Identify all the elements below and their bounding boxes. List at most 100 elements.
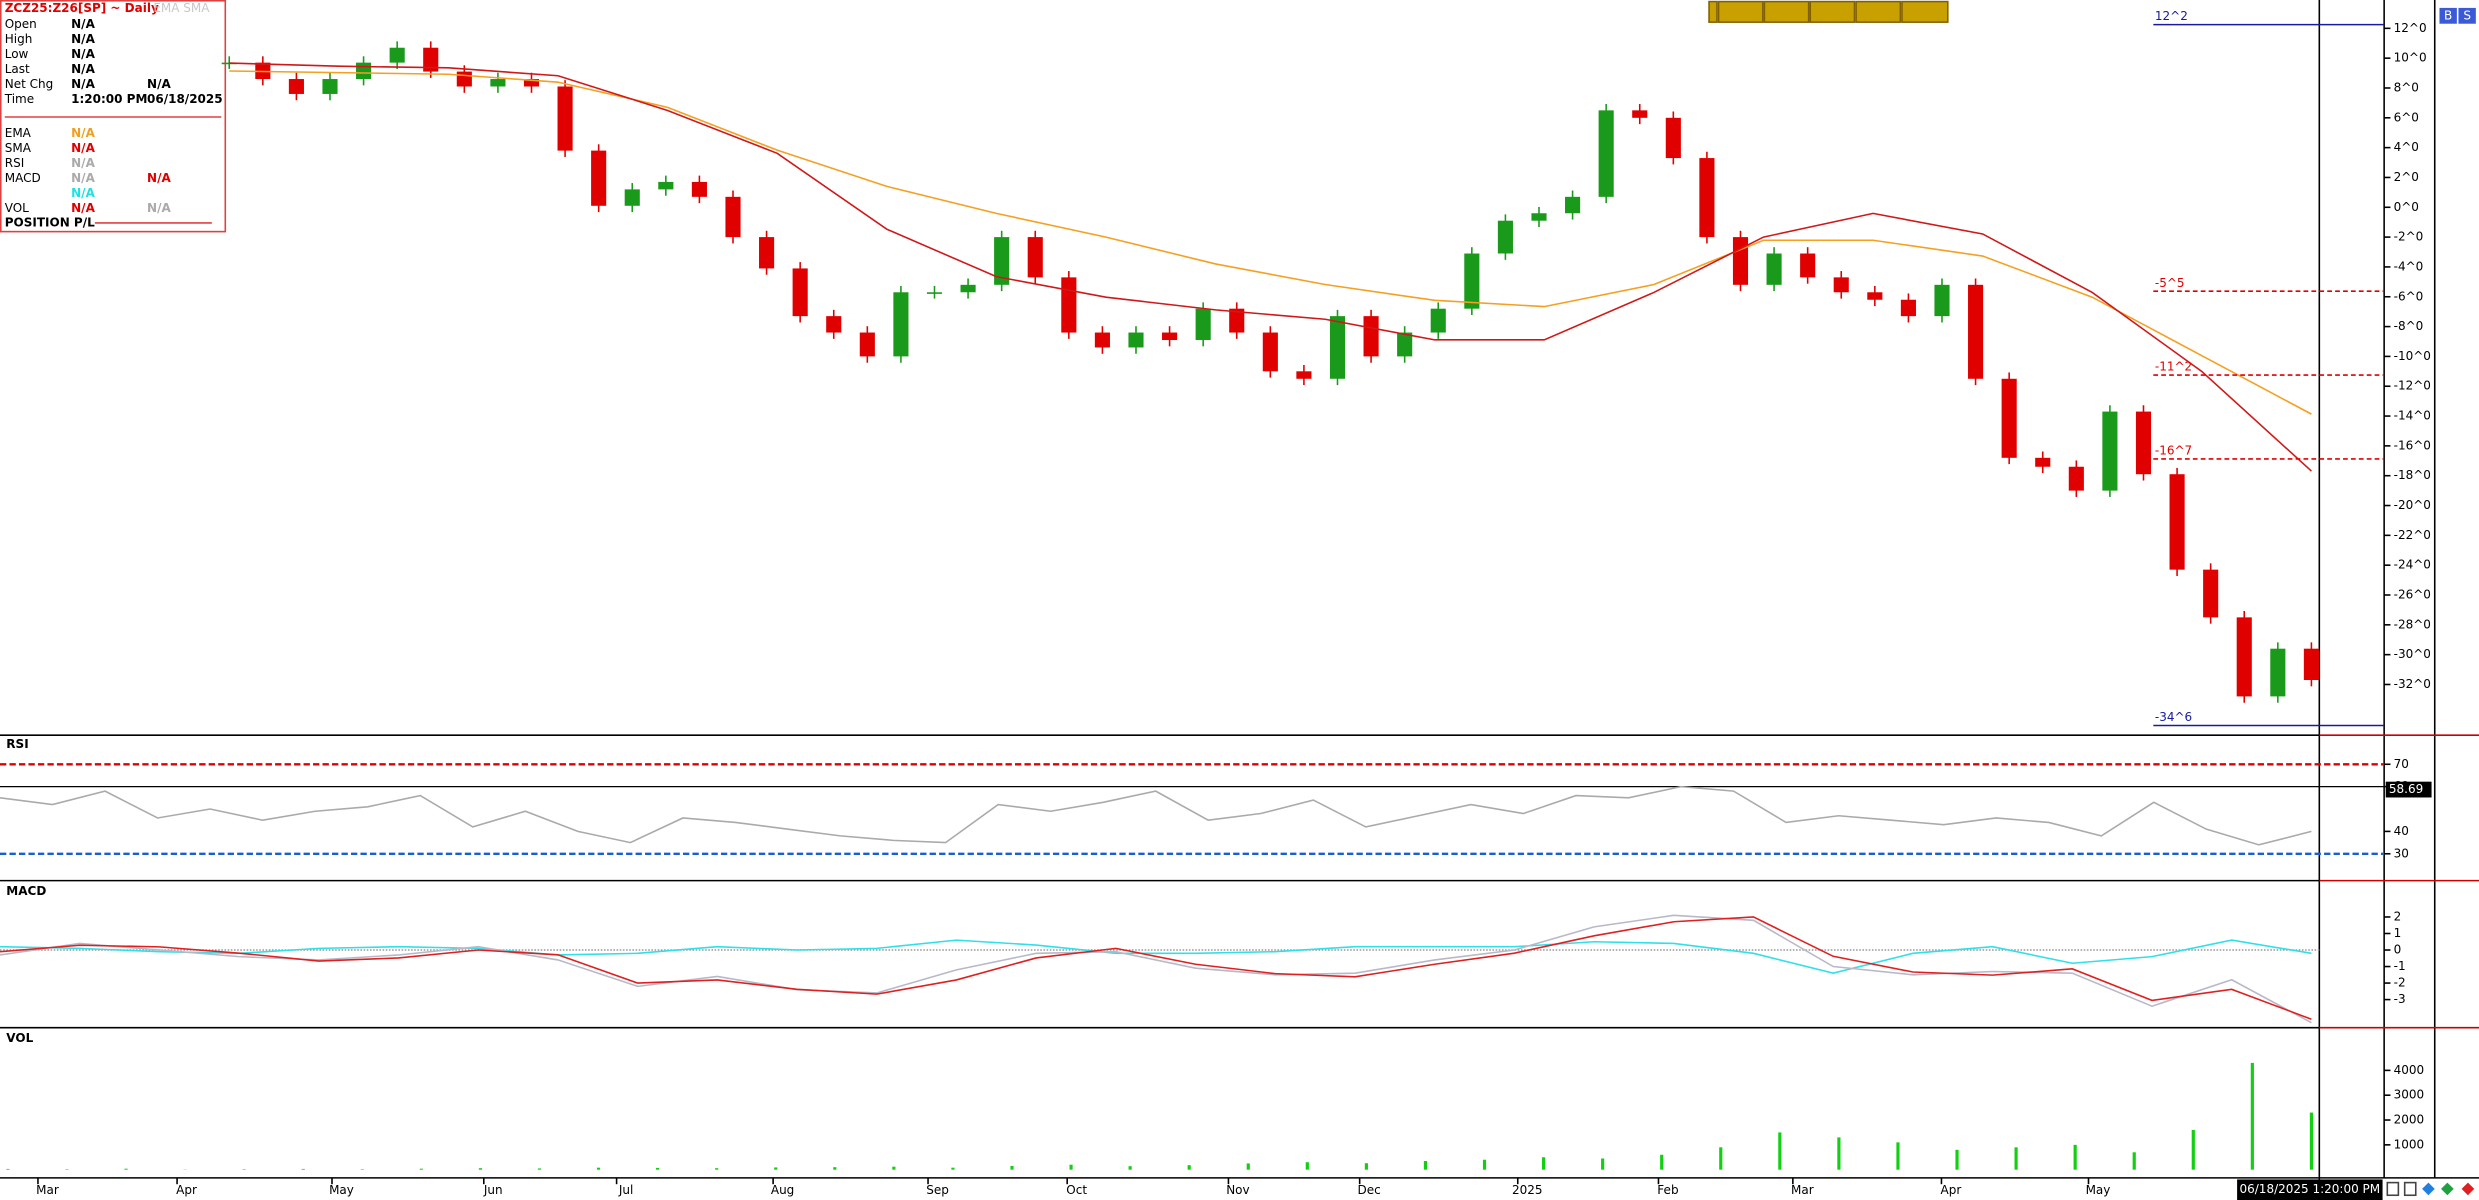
price-line-label: -16^7 (2155, 444, 2192, 458)
info-value: 06/18/2025 (147, 92, 223, 106)
x-tick-label: Jun (483, 1183, 503, 1197)
panel-title: VOL (6, 1031, 33, 1045)
volume-bar (419, 1168, 423, 1170)
y-tick-label: 4000 (2394, 1063, 2425, 1077)
buy-button[interactable] (2439, 7, 2457, 24)
info-label: High (5, 32, 33, 46)
info-label: VOL (5, 201, 29, 215)
volume-bar (1069, 1164, 1073, 1170)
info-value: N/A (71, 32, 95, 46)
info-value: N/A (147, 171, 171, 185)
candle-body (456, 71, 472, 87)
y-tick-label: -1 (2394, 959, 2406, 973)
y-tick-label: -4^0 (2394, 259, 2424, 273)
candle-body (1867, 292, 1883, 300)
candle-body (1464, 253, 1480, 309)
icon[interactable] (2386, 1181, 2400, 1197)
info-value: N/A (71, 171, 95, 185)
info-value: N/A (71, 201, 95, 215)
y-tick-label: -2 (2394, 976, 2406, 990)
price-line-label: -34^6 (2155, 710, 2192, 724)
volume-bar (6, 1168, 10, 1170)
candle-body (1162, 332, 1178, 341)
candle-body (591, 150, 607, 206)
candle-body (994, 237, 1010, 285)
info-value: N/A (147, 77, 171, 91)
candle-body (1262, 332, 1278, 372)
candle-body (691, 181, 707, 197)
indicator-header: EMA SMA (153, 1, 210, 15)
candle-body (1296, 371, 1312, 379)
candle-body (557, 86, 573, 151)
info-value: 1:20:00 PM (71, 92, 147, 106)
candle-body (1195, 308, 1211, 341)
candle-body (1699, 158, 1715, 238)
y-tick-label: 70 (2394, 757, 2409, 771)
candle-body (792, 268, 808, 317)
y-tick-label: -24^0 (2394, 558, 2431, 572)
volume-bar (537, 1168, 542, 1170)
info-value: N/A (71, 156, 95, 170)
x-tick-label: May (329, 1183, 354, 1197)
icon[interactable] (2403, 1181, 2417, 1197)
indicator-line (0, 914, 2312, 1024)
candle-body (1800, 253, 1816, 278)
candle-body (658, 181, 674, 190)
y-tick-label: -6^0 (2394, 289, 2424, 303)
y-tick-label: -28^0 (2394, 617, 2431, 631)
moving-average (229, 70, 2312, 415)
y-tick-label: -12^0 (2394, 379, 2431, 393)
candle-body (1363, 316, 1379, 357)
toolbar-button[interactable] (1717, 0, 1764, 23)
volume-bar (892, 1166, 896, 1170)
y-tick-label: 1 (2394, 926, 2402, 940)
volume-bar (656, 1167, 660, 1170)
volume-bar (2014, 1147, 2018, 1170)
sell-button[interactable] (2458, 7, 2476, 24)
toolbar-button[interactable] (1809, 0, 1856, 23)
candle-body (322, 79, 338, 94)
candle-body (1229, 308, 1245, 333)
candle-body (2270, 648, 2286, 697)
toolbar-button[interactable] (1901, 0, 1949, 23)
y-tick-label: -16^0 (2394, 438, 2431, 452)
candle-body (2203, 569, 2219, 618)
icon[interactable] (2441, 1182, 2454, 1196)
candle-body (2068, 466, 2084, 491)
info-value: N/A (71, 77, 95, 91)
candle-body (423, 47, 439, 72)
y-tick-label: -10^0 (2394, 349, 2431, 363)
info-label: Last (5, 62, 30, 76)
y-tick-label: 12^0 (2394, 21, 2427, 35)
indicator-line (0, 916, 2312, 1020)
y-tick-label: -14^0 (2394, 409, 2431, 423)
y-tick-label: 3000 (2394, 1088, 2425, 1102)
price-line-label: 12^2 (2155, 9, 2188, 23)
volume-bar (774, 1167, 778, 1170)
y-tick-label: 10^0 (2394, 51, 2427, 65)
symbol-title: ZCZ25:Z26[SP] ~ Daily (5, 1, 159, 15)
y-tick-label: 1000 (2394, 1137, 2425, 1151)
info-value: N/A (71, 47, 95, 61)
candle-body (1497, 220, 1513, 254)
x-tick-label: Mar (36, 1183, 59, 1197)
candle-body (1732, 237, 1749, 285)
buy-label: B (2444, 8, 2452, 22)
candle-body (1027, 237, 1043, 278)
sell-label: S (2463, 8, 2471, 22)
info-value: N/A (71, 62, 95, 76)
volume-bar (1128, 1166, 1132, 1170)
x-tick-label: Apr (1941, 1183, 1962, 1197)
y-tick-label: 0 (2394, 943, 2402, 957)
toolbar-handle[interactable] (1708, 0, 1718, 23)
candle-body (960, 284, 976, 293)
candle-body (1565, 196, 1581, 214)
candle-body (826, 316, 842, 333)
candle-body (1968, 284, 1984, 379)
toolbar-button[interactable] (1763, 0, 1810, 23)
toolbar-button[interactable] (1855, 0, 1902, 23)
x-tick-label: Sep (926, 1183, 949, 1197)
candle-body (893, 292, 909, 357)
info-label: Net Chg (5, 77, 53, 91)
